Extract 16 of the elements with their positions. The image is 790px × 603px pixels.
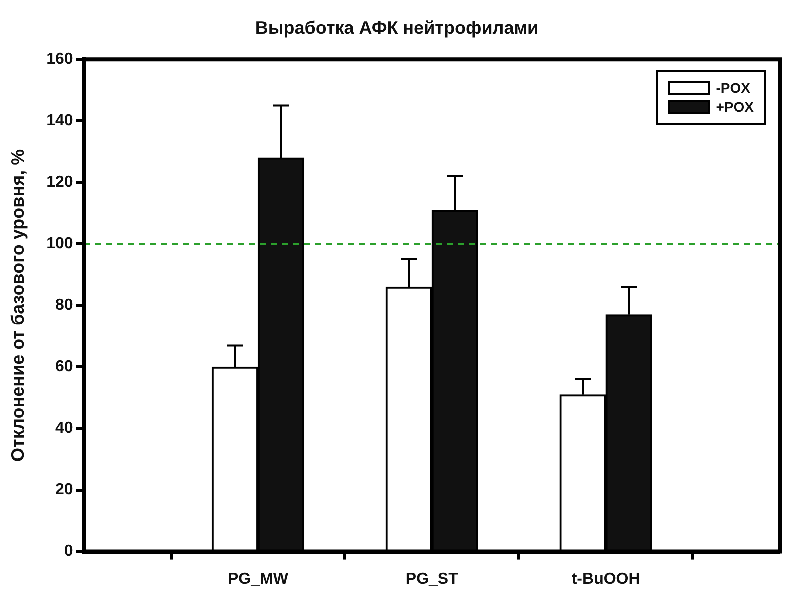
y-tick-label: 60 <box>56 358 74 376</box>
y-tick-label: 20 <box>56 482 74 499</box>
chart-title: Выработка АФК нейтрофилами <box>255 18 539 38</box>
y-tick-label: 40 <box>56 420 74 438</box>
y-axis-title: Отклонение от базового уровня, % <box>8 149 28 462</box>
legend-label: -POX <box>716 80 750 96</box>
x-tick-label: PG_ST <box>406 570 459 588</box>
legend-label: +POX <box>716 98 754 115</box>
y-tick-label: 100 <box>46 236 74 253</box>
y-tick-label: 160 <box>46 51 74 68</box>
y-tick-label: 0 <box>64 543 74 560</box>
y-tick-label: 120 <box>46 174 74 192</box>
y-tick-label: 140 <box>46 112 74 130</box>
y-tick-label: 80 <box>56 297 74 314</box>
x-tick-label: t-BuOOH <box>572 570 640 588</box>
x-tick-label: PG_MW <box>228 570 290 588</box>
